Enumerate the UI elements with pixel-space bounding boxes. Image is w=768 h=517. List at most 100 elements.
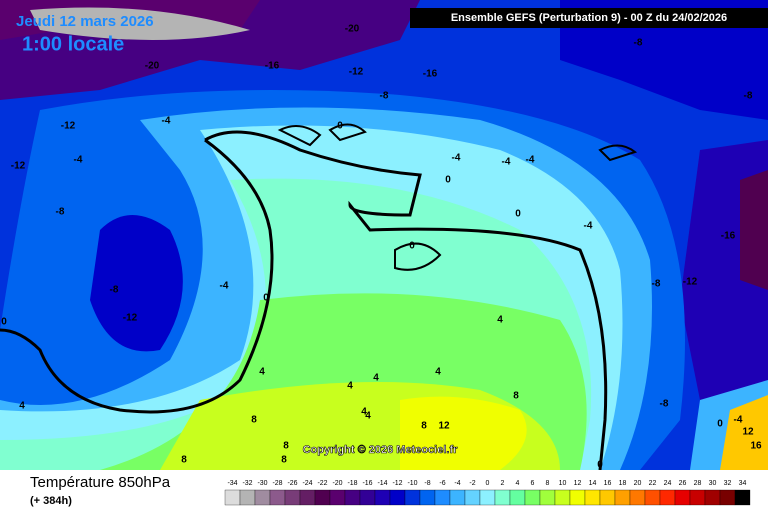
contour-label: 16 bbox=[750, 441, 762, 452]
legend-swatch bbox=[374, 489, 391, 506]
time: 1:00 locale bbox=[22, 33, 124, 55]
contour-label: 8 bbox=[513, 391, 519, 402]
contour-label: -8 bbox=[110, 285, 119, 296]
contour-label: -12 bbox=[683, 277, 698, 288]
legend-swatch bbox=[569, 489, 586, 506]
contour-label: 0 bbox=[445, 175, 451, 186]
legend-tick: -20 bbox=[332, 480, 342, 487]
contour-label: 4 bbox=[347, 381, 353, 392]
legend-tick: 18 bbox=[619, 480, 627, 487]
contour-label: -4 bbox=[74, 155, 83, 166]
legend-swatch bbox=[464, 489, 481, 506]
contour-label: 4 bbox=[361, 407, 367, 418]
contour-label: 0 bbox=[515, 209, 521, 220]
legend-swatch bbox=[344, 489, 361, 506]
contour-label: -16 bbox=[423, 69, 438, 80]
legend-swatch bbox=[284, 489, 301, 506]
contour-label: -12 bbox=[123, 313, 138, 324]
legend-swatch bbox=[479, 489, 496, 506]
legend-tick: 2 bbox=[501, 480, 505, 487]
legend-swatch bbox=[449, 489, 466, 506]
contour-label: 8 bbox=[283, 441, 289, 452]
contour-label: 12 bbox=[742, 427, 754, 438]
color-legend: -34 -32 -30 -28 -26 -24 -22 -20 -18 -16 -14 -12 -10-… bbox=[224, 480, 751, 506]
contour-label: 4 bbox=[365, 411, 371, 422]
legend-swatch bbox=[404, 489, 421, 506]
legend-tick: 4 bbox=[516, 480, 520, 487]
contour-label: -4 bbox=[220, 281, 229, 292]
legend-tick: -26 bbox=[287, 480, 297, 487]
legend-tick: -22 bbox=[317, 480, 327, 487]
legend-swatch bbox=[269, 489, 286, 506]
legend-swatch bbox=[389, 489, 406, 506]
contour-label: -8 bbox=[56, 207, 65, 218]
legend-swatch bbox=[509, 489, 526, 506]
contour-label: -8 bbox=[634, 38, 643, 49]
legend-swatch bbox=[614, 489, 631, 506]
legend-tick: -30 bbox=[257, 480, 267, 487]
contour-label: -8 bbox=[660, 399, 669, 410]
legend-swatch bbox=[314, 489, 331, 506]
contour-label: 0 bbox=[409, 241, 415, 252]
contour-label: 0 bbox=[717, 419, 723, 430]
legend-tick: 22 bbox=[649, 480, 657, 487]
footer-title: Température 850hPa bbox=[30, 474, 171, 491]
legend-swatch bbox=[494, 489, 511, 506]
legend-tick: -6 bbox=[439, 480, 445, 487]
legend-swatch bbox=[254, 489, 271, 506]
header-box bbox=[410, 8, 768, 28]
legend-tick: -18 bbox=[347, 480, 357, 487]
legend-swatch bbox=[524, 489, 541, 506]
legend-tick: -14 bbox=[377, 480, 387, 487]
date: Jeudi 12 mars 2026 bbox=[16, 13, 154, 30]
contour-label: -4 bbox=[734, 415, 743, 426]
legend-tick: 20 bbox=[634, 480, 642, 487]
legend-swatch bbox=[224, 489, 241, 506]
contour-label: -16 bbox=[265, 61, 280, 72]
legend-swatch bbox=[539, 489, 556, 506]
contour-label: -8 bbox=[380, 91, 389, 102]
contour-label: 4 bbox=[259, 367, 265, 378]
run-info: Ensemble GEFS (Perturbation 9) - 00 Z du… bbox=[451, 12, 727, 24]
contour-label: 4 bbox=[497, 315, 503, 326]
map bbox=[0, 0, 768, 471]
legend-tick: -32 bbox=[242, 480, 252, 487]
legend-tick: -16 bbox=[362, 480, 372, 487]
legend-tick: -28 bbox=[272, 480, 282, 487]
legend-swatch bbox=[419, 489, 436, 506]
contour-label: -4 bbox=[502, 157, 511, 168]
legend-tick: -2 bbox=[469, 480, 475, 487]
legend-swatch bbox=[644, 489, 661, 506]
legend-tick: 28 bbox=[694, 480, 702, 487]
contour-label: -4 bbox=[162, 116, 171, 127]
legend-tick: -4 bbox=[454, 480, 460, 487]
contour-label: 0 bbox=[597, 460, 603, 471]
contour-label: -16 bbox=[721, 231, 736, 242]
legend-tick: 16 bbox=[604, 480, 612, 487]
contour-labels: -20-20 -16-12 -16-8-8 -8-12 -4 0-12-4 -4 -4 -40-… bbox=[1, 24, 762, 471]
contour-label: -4 bbox=[584, 221, 593, 232]
contour-label: 8 bbox=[281, 455, 287, 466]
contour-label: 8 bbox=[251, 415, 257, 426]
legend-swatch bbox=[584, 489, 601, 506]
legend-tick: 26 bbox=[679, 480, 687, 487]
copyright: Copyright © 2026 Meteociel.fr bbox=[303, 444, 459, 456]
contour-label: -8 bbox=[652, 279, 661, 290]
contour-label: -20 bbox=[145, 61, 160, 72]
legend-swatch bbox=[659, 489, 676, 506]
footer-lead: (+ 384h) bbox=[30, 495, 72, 507]
legend-swatch bbox=[629, 489, 646, 506]
legend-tick: 24 bbox=[664, 480, 672, 487]
legend-swatch bbox=[554, 489, 571, 506]
legend-swatch bbox=[359, 489, 376, 506]
legend-swatch bbox=[689, 489, 706, 506]
legend-tick: 32 bbox=[724, 480, 732, 487]
legend-tick: -24 bbox=[302, 480, 312, 487]
legend-tick: -12 bbox=[392, 480, 402, 487]
legend-tick: 8 bbox=[546, 480, 550, 487]
legend-swatch bbox=[704, 489, 721, 506]
contour-label: 4 bbox=[435, 367, 441, 378]
legend-tick: 30 bbox=[709, 480, 717, 487]
legend-swatch bbox=[734, 489, 751, 506]
contour-label: 4 bbox=[373, 373, 379, 384]
